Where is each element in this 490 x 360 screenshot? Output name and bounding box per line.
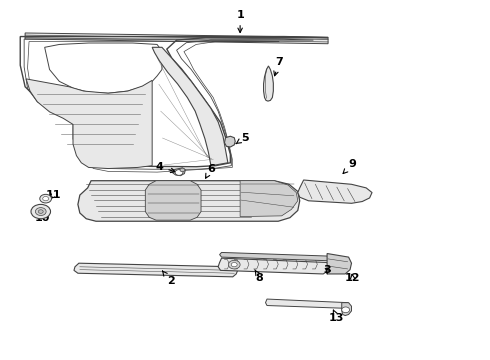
Circle shape [175,170,183,175]
Circle shape [43,197,49,201]
Polygon shape [26,79,152,168]
Text: 12: 12 [345,273,360,283]
Text: 8: 8 [255,270,264,283]
Polygon shape [45,43,162,93]
Text: 11: 11 [46,190,61,200]
Circle shape [40,194,51,203]
Polygon shape [25,33,328,44]
Text: 7: 7 [274,57,283,76]
Polygon shape [218,258,329,274]
Text: 9: 9 [343,159,356,174]
Polygon shape [224,136,235,147]
Circle shape [38,210,43,213]
Circle shape [31,204,50,219]
Text: 1: 1 [236,10,244,32]
Circle shape [228,260,240,269]
Text: 3: 3 [323,265,331,275]
Circle shape [342,307,349,313]
Polygon shape [240,181,298,217]
Circle shape [35,208,46,216]
Polygon shape [146,181,201,220]
Polygon shape [264,66,273,101]
Polygon shape [172,168,185,176]
Text: 6: 6 [206,164,215,178]
Text: 2: 2 [163,271,174,286]
Polygon shape [327,253,351,274]
Polygon shape [266,299,348,309]
Text: 4: 4 [155,162,175,172]
Circle shape [180,168,185,172]
Polygon shape [152,47,228,165]
Text: 5: 5 [236,133,249,144]
Polygon shape [342,303,351,316]
Circle shape [231,262,237,267]
Polygon shape [298,180,372,203]
Polygon shape [78,181,300,221]
Text: 13: 13 [329,310,344,323]
Polygon shape [74,263,238,277]
Text: 10: 10 [34,210,50,222]
Polygon shape [220,252,328,261]
